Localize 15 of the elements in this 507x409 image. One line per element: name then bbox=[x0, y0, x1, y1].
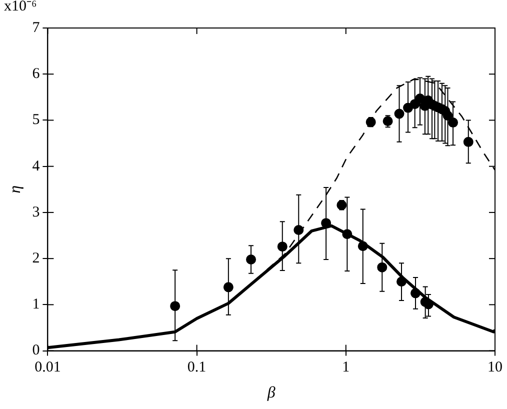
y-tick-label: 7 bbox=[32, 20, 40, 36]
y-axis-title: η bbox=[6, 185, 24, 194]
x-tick-label: 0.01 bbox=[34, 360, 61, 376]
y-tick-label: 3 bbox=[32, 204, 40, 220]
y-tick-label: 5 bbox=[32, 112, 40, 128]
y-tick-label: 2 bbox=[32, 250, 40, 267]
y-tick-label: 6 bbox=[32, 66, 40, 82]
x-tick-label: 1 bbox=[342, 360, 350, 376]
y-tick-label: 0 bbox=[32, 342, 40, 359]
text: x10⁻⁶ bbox=[4, 0, 37, 14]
x-tick-label: 10 bbox=[488, 360, 502, 376]
x-tick-label: 0.1 bbox=[187, 360, 206, 376]
y-tick-label: 4 bbox=[32, 158, 40, 174]
y-tick-label: 1 bbox=[32, 296, 40, 313]
x-axis-title: β bbox=[266, 384, 276, 402]
